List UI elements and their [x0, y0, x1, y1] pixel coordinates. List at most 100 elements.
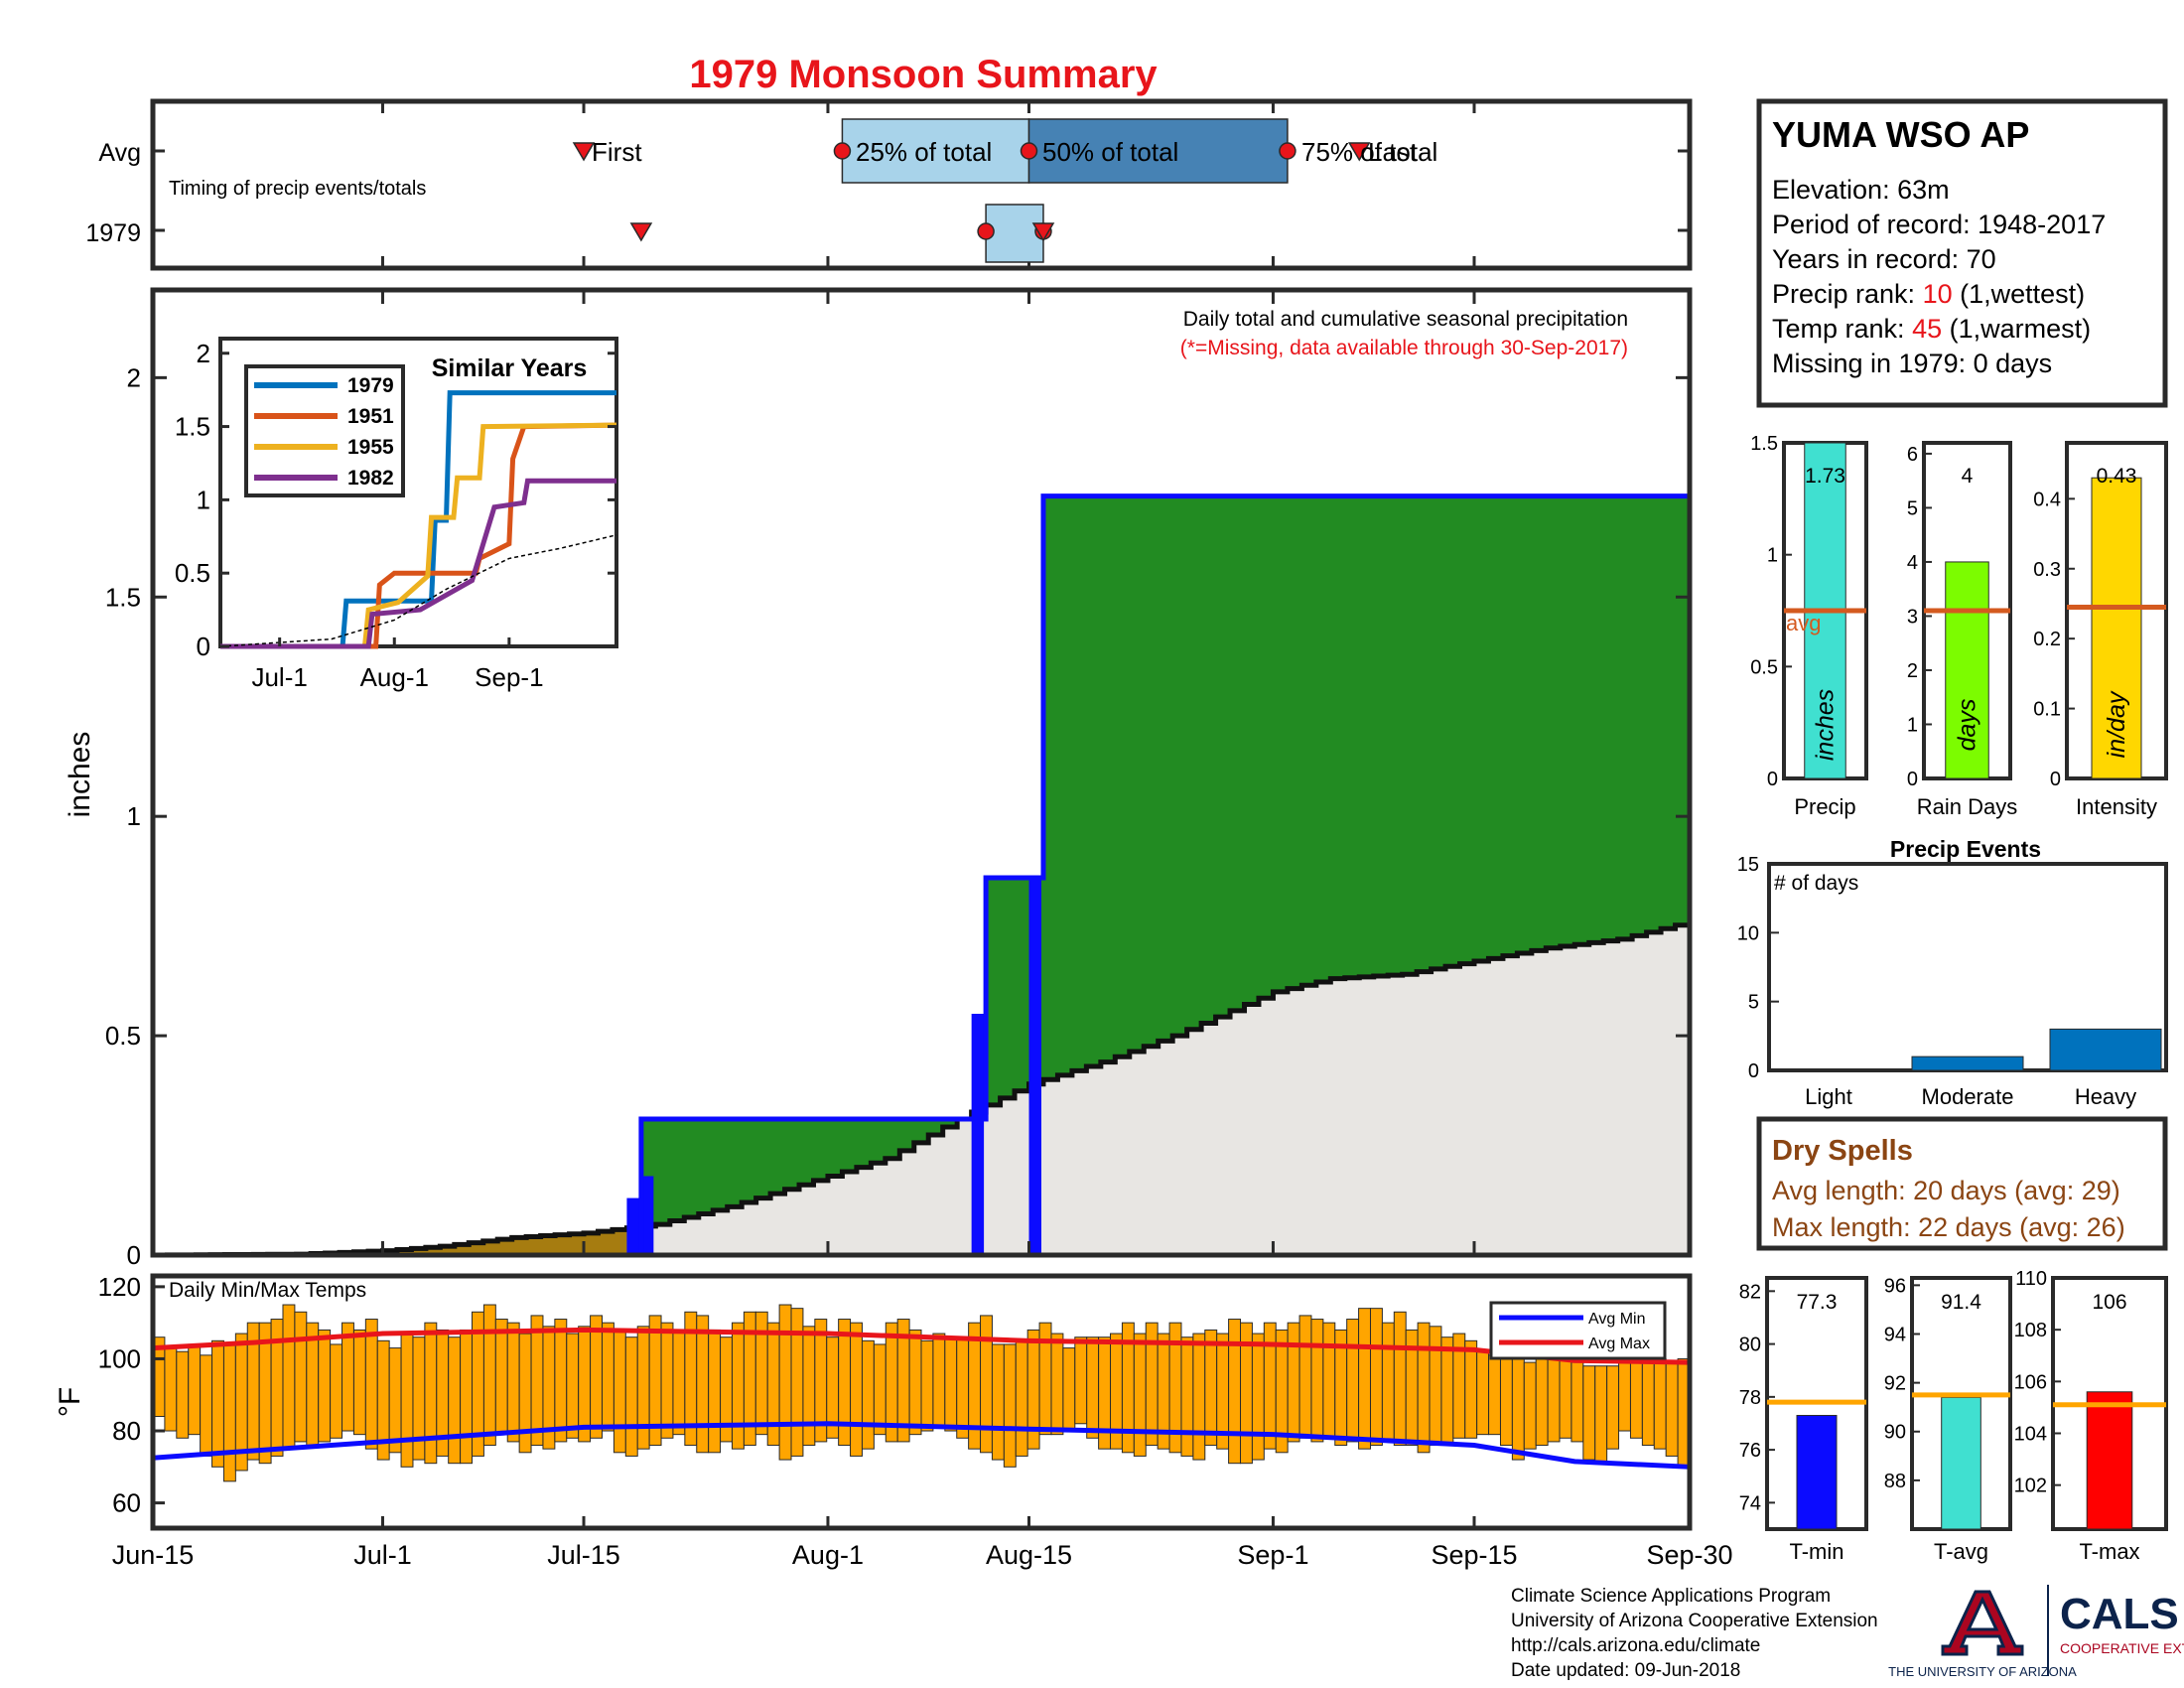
temp-summary-bar [2086, 1391, 2133, 1530]
events-category-label: Moderate [1922, 1084, 2014, 1109]
summary-value: 1.73 [1805, 465, 1845, 488]
daily-temp-bar [1559, 1357, 1572, 1439]
daily-temp-bar [1086, 1336, 1100, 1439]
daily-temp-bar [1499, 1347, 1513, 1447]
summary-label: Precip [1794, 794, 1855, 819]
x-tick-label: Sep-30 [1646, 1540, 1732, 1570]
summary-tick-label: 0.1 [2033, 699, 2061, 721]
daily-temp-bar [1440, 1336, 1454, 1447]
summary-bar-charts: 0 0.5 1 1.5 1.73 inches Precip avg 0 1 2 3 4 5 6 4 days R… [1750, 433, 2168, 819]
summary-tick-label: 5 [1907, 497, 1918, 519]
daily-temp-bar [341, 1322, 354, 1432]
daily-temp-bar [1665, 1361, 1679, 1457]
summary-tick-label: 1 [1767, 545, 1778, 567]
temp-summary-tick-label: 76 [1739, 1440, 1761, 1462]
daily-temp-bar [1582, 1365, 1596, 1461]
temp-summary-bar [1796, 1414, 1838, 1530]
daily-temp-bar [1618, 1354, 1631, 1432]
daily-temp-bar [1511, 1343, 1525, 1461]
daily-temp-bar [400, 1333, 414, 1468]
inset-y-tick-label: 0.5 [175, 558, 210, 588]
temp-summary-tick-label: 106 [2014, 1371, 2047, 1393]
temp-summary-tick-label: 94 [1884, 1324, 1906, 1345]
summary-avg-label: avg [1786, 611, 1821, 635]
inset-y-tick-label: 0 [197, 632, 210, 661]
inset-series-1979 [220, 390, 616, 649]
daily-temp-bar [1629, 1357, 1643, 1439]
logo-coop: COOPERATIVE EXTENSION [2060, 1640, 2184, 1656]
temp-summary-tick-label: 104 [2014, 1423, 2047, 1445]
summary-tick-label: 6 [1907, 444, 1918, 466]
daily-temp-bar [364, 1319, 378, 1450]
x-tick-label: Jul-15 [547, 1540, 620, 1570]
inset-x-tick-label: Jul-1 [251, 662, 307, 692]
daily-temp-bar [318, 1329, 332, 1443]
daily-temp-bar [731, 1322, 745, 1450]
summary-tick-label: 4 [1907, 552, 1918, 574]
logo-ua-text: THE UNIVERSITY OF ARIZONA [1888, 1664, 2077, 1679]
daily-temp-bar [1369, 1308, 1383, 1447]
dry-spells-avg-length: Avg length: 20 days (avg: 29) [1772, 1176, 2120, 1205]
daily-temp-bar [802, 1326, 816, 1447]
precip-events-title: Precip Events [1890, 836, 2041, 862]
temp-summary-label: T-min [1790, 1539, 1844, 1564]
precip-y-axis: 0 0.5 1 1.5 2 [105, 290, 1692, 1270]
inset-x-tick-label: Aug-1 [360, 662, 429, 692]
avg-box-50-75 [1027, 118, 1289, 184]
events-category-label: Heavy [2075, 1084, 2136, 1109]
temp-summary-value: 106 [2092, 1291, 2126, 1314]
temp-summary-tick-label: 78 [1739, 1387, 1761, 1409]
daily-temp-bar [1381, 1322, 1395, 1443]
summary-unit: days [1954, 699, 1981, 752]
x-tick-label: Sep-1 [1237, 1540, 1308, 1570]
summary-tick-label: 1.5 [1750, 433, 1778, 455]
daily-temp-bar [554, 1319, 568, 1443]
inset-axes: 0 0.5 1 1.5 2 Jul-1 Aug-1 Sep-1 [175, 339, 616, 692]
precip-missing-note: (*=Missing, data available through 30-Se… [1180, 337, 1628, 359]
daily-temp-bar [294, 1311, 308, 1443]
summary-bar [2091, 477, 2142, 779]
daily-temp-bar [790, 1308, 804, 1457]
daily-temp-bar [1570, 1361, 1584, 1443]
block-a-icon [1941, 1590, 2024, 1656]
daily-precip-bar [971, 1014, 985, 1255]
events-tick-label: 0 [1748, 1060, 1759, 1082]
dry-spells-max-length: Max length: 22 days (avg: 26) [1772, 1212, 2125, 1242]
daily-temp-bar [330, 1343, 343, 1439]
temp-summary-tick-label: 74 [1739, 1492, 1761, 1514]
inset-y-tick-label: 1.5 [175, 412, 210, 442]
footer-line-4: Date updated: 09-Jun-2018 [1511, 1660, 1740, 1681]
daily-temp-bar [932, 1333, 946, 1428]
inset-y-tick-label: 2 [197, 339, 210, 368]
station-temp-rank: Temp rank: 45 (1,warmest) [1772, 314, 2091, 344]
x-tick-label: Jun-15 [112, 1540, 195, 1570]
precip-events-chart: Precip Events # of days 0 5 10 15 Light Moder… [1737, 836, 2168, 1109]
summary-tick-label: 0 [1767, 769, 1778, 790]
daily-temp-bar [494, 1319, 508, 1436]
timing-label-p75: 75% of total [1301, 137, 1437, 167]
temperature-bar-charts: 74 76 78 80 82 77.3 T-min 88 90 92 94 96 91.4 T-avg 10… [1739, 1268, 2168, 1564]
summary-tick-label: 0.2 [2033, 629, 2061, 650]
daily-temp-bar [518, 1333, 532, 1454]
summary-tick-label: 0 [1907, 769, 1918, 790]
timing-label-p25: 25% of total [856, 137, 992, 167]
daily-temp-bar [282, 1304, 296, 1450]
daily-temp-bar [1653, 1357, 1667, 1450]
daily-temp-bar [1263, 1322, 1277, 1450]
daily-temp-bar [1180, 1336, 1194, 1457]
daily-temp-bar [1523, 1361, 1537, 1450]
precip-events-ylabel: # of days [1774, 872, 1858, 895]
footer-credits: Climate Science Applications Program Uni… [1511, 1586, 1878, 1681]
inset-series-1982 [220, 478, 616, 649]
summary-unit: in/day [2103, 690, 2130, 758]
daily-temp-bar [850, 1322, 863, 1457]
precip-y-tick-label: 0 [127, 1240, 141, 1270]
summary-tick-label: 0 [2050, 769, 2061, 790]
daily-temp-bar [352, 1329, 366, 1436]
summary-label: Intensity [2076, 794, 2157, 819]
inset-y-tick-label: 1 [197, 485, 210, 514]
temp-marks [152, 1304, 1691, 1482]
inset-title: Similar Years [432, 354, 588, 382]
temp-summary-tick-label: 92 [1884, 1373, 1906, 1395]
